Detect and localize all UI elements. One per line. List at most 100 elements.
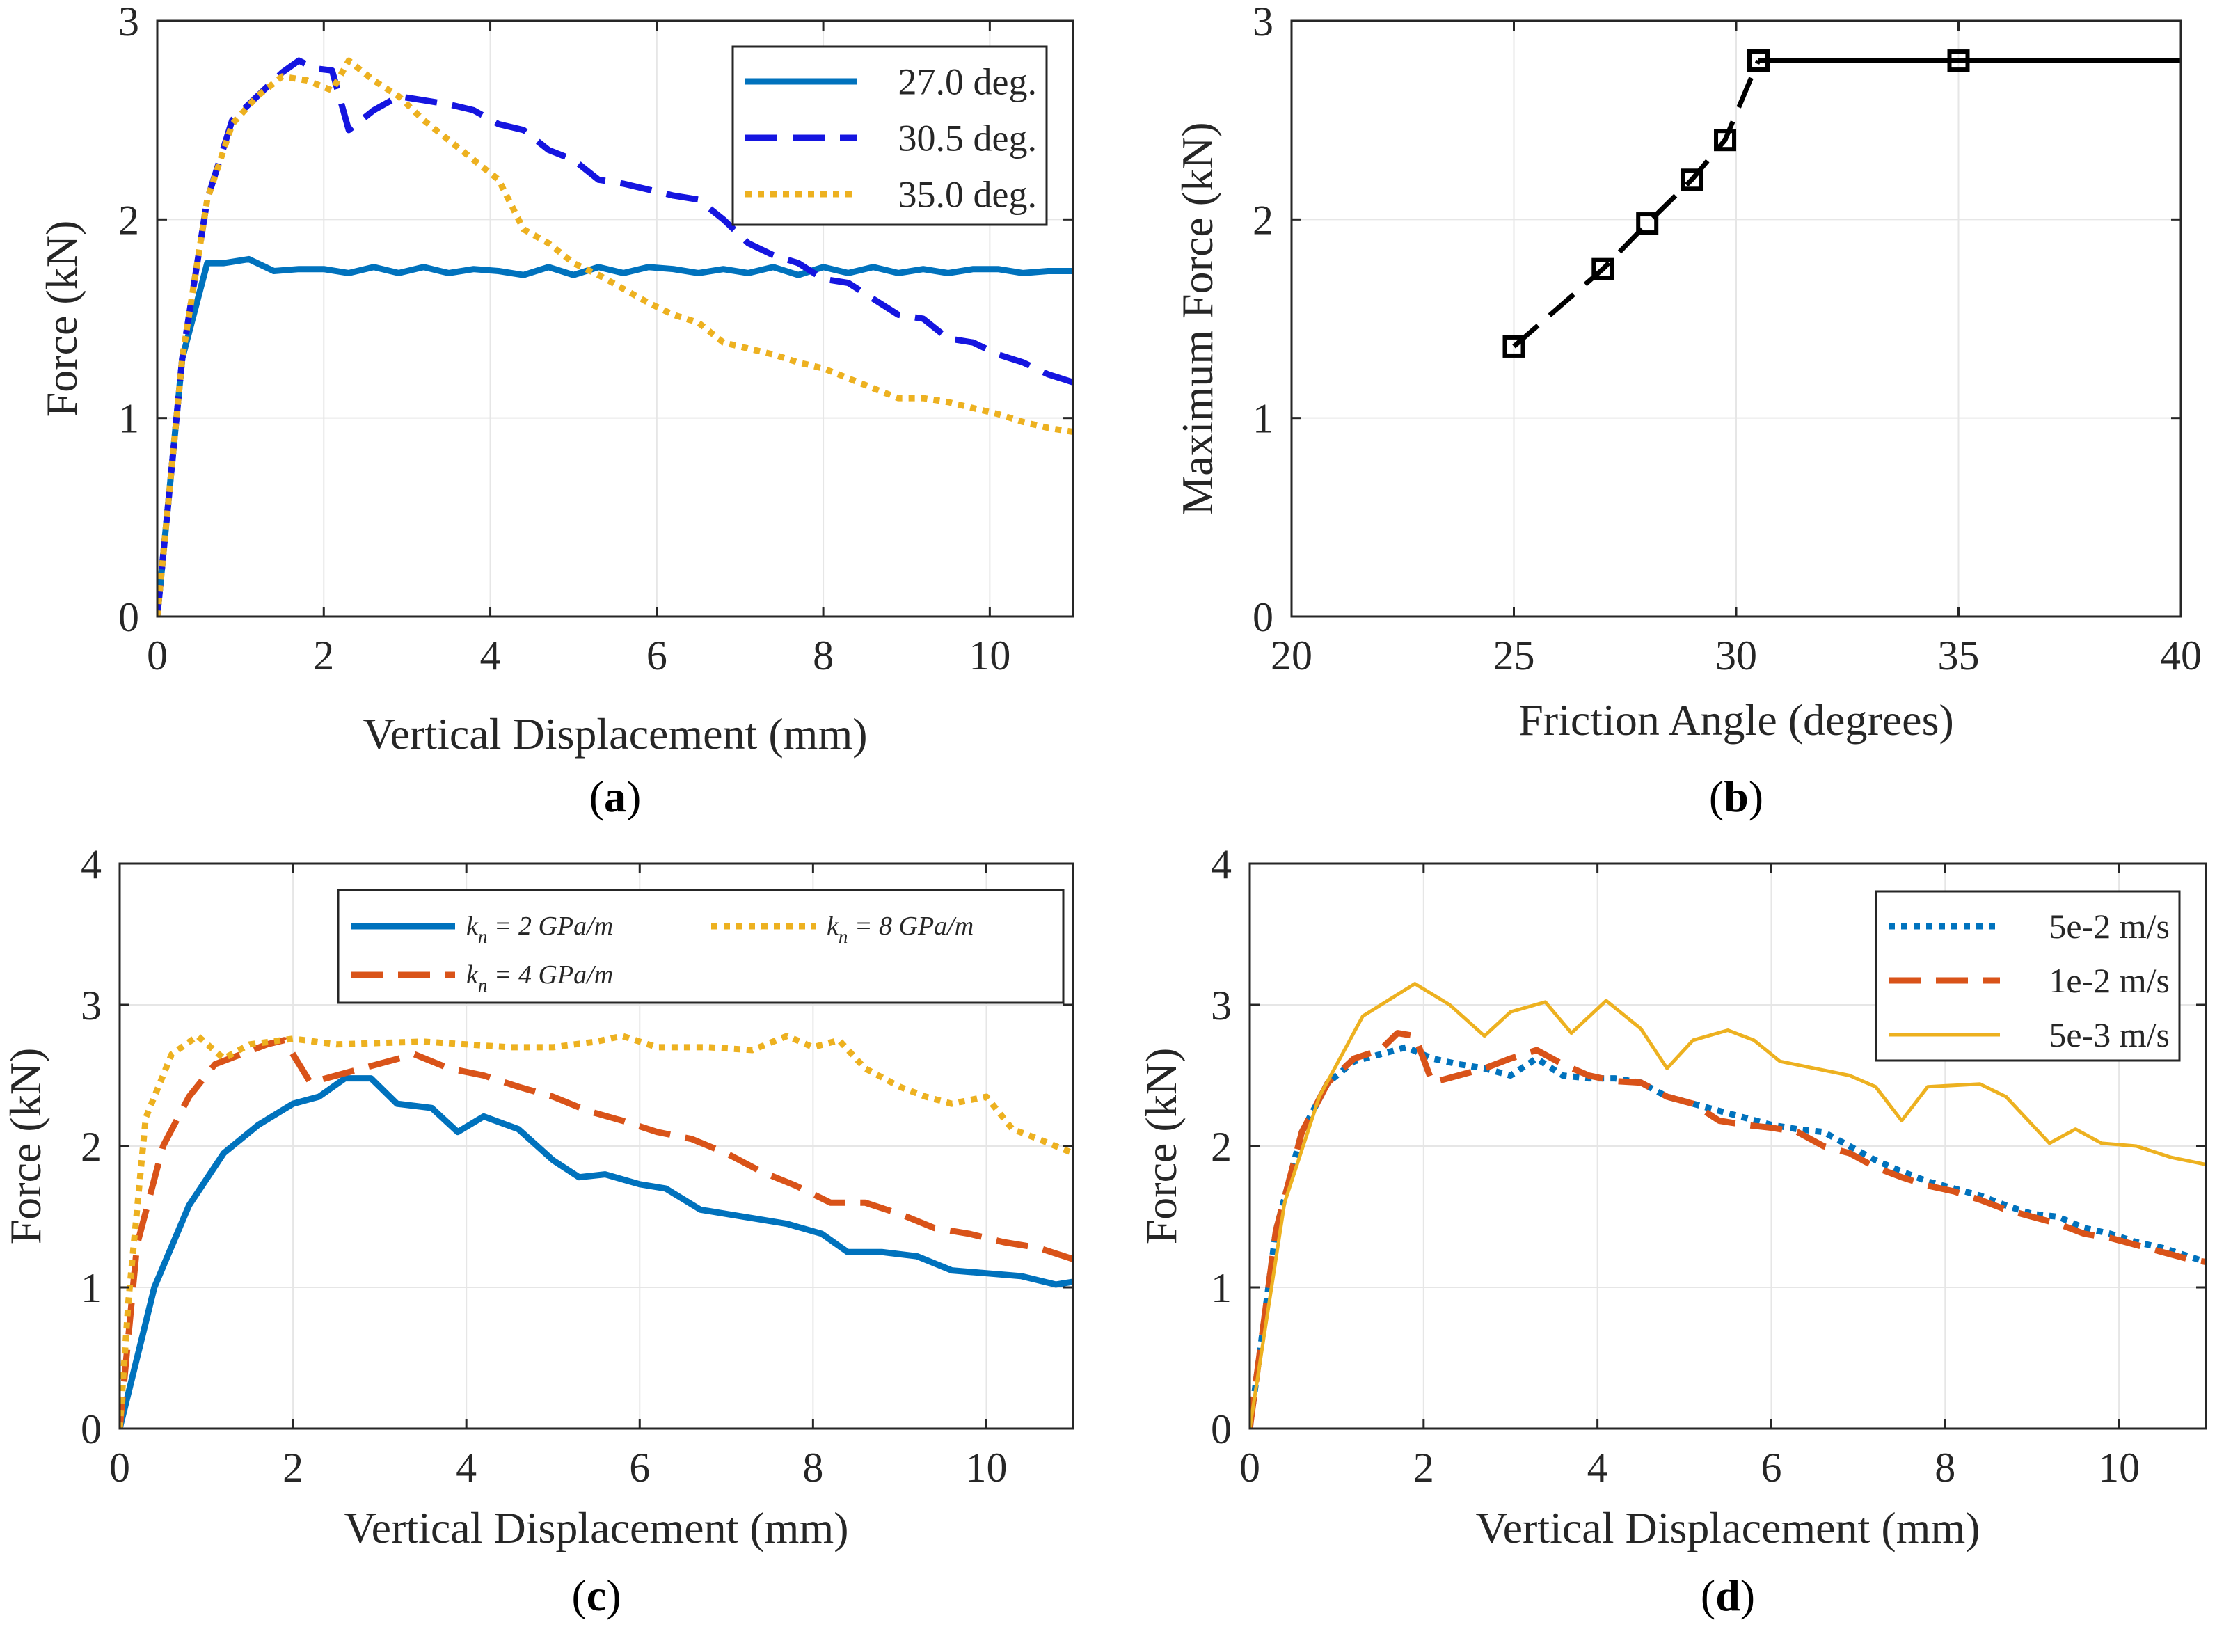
panel-label-close: ) [1749,772,1763,821]
y-tick-label: 3 [1211,983,1232,1028]
x-axis-title: Vertical Displacement (mm) [1475,1503,1980,1552]
x-tick-label: 2 [1413,1445,1434,1491]
series-layer [1512,58,2181,349]
x-tick-label: 6 [1761,1445,1781,1491]
panel-label-letter: a [604,772,626,821]
legend-rest: = 8 GPa/m [848,912,974,941]
series-line-3 [120,1033,1073,1429]
y-tick-label: 1 [1211,1265,1232,1311]
legend-subscript: n [839,926,848,947]
chart-panel-d: 0 2 4 6 8 10 0 1 2 3 4 Vertical Displacement (mm) Fo… [1136,841,2207,1620]
data-point-marker [1947,49,1970,72]
y-tick-label: 1 [118,396,139,442]
series-layer [1250,982,2206,1429]
y-tick-label: 0 [1211,1406,1232,1452]
panel-label-close: ) [606,1571,621,1620]
series-layer [157,57,1073,617]
legend-rest: = 4 GPa/m [487,960,613,990]
panel-label-letter: b [1724,772,1749,821]
series-line-3 [1250,982,2206,1429]
series-line-1 [157,255,1073,617]
x-tick-label: 20 [1271,633,1312,678]
panel-label-close: ) [626,772,641,821]
x-tick-label: 0 [109,1445,130,1491]
panel-label-open: ( [571,1571,586,1620]
legend-k: k [466,960,479,990]
x-axis-title: Vertical Displacement (mm) [363,709,867,759]
y-tick-label: 2 [118,197,139,243]
series-line-1 [1512,59,1761,349]
data-point-marker [1502,335,1525,358]
data-point-marker [1636,212,1659,235]
x-tick-label: 40 [2160,633,2202,678]
legend-entry: 1e-2 m/s [2049,961,2170,1000]
chart-panel-c: 0 2 4 6 8 10 0 1 2 3 4 Vertical Displacement (mm) Fo… [1,841,1074,1620]
series-layer [120,1033,1073,1429]
x-tick-label: 30 [1715,633,1757,678]
chart-panel-a: 0 2 4 6 8 10 0 1 2 3 Vertical Displacement (mm) For… [37,0,1074,821]
y-tick-label: 1 [1253,396,1273,442]
x-tick-label: 2 [313,633,334,678]
y-tick-label: 2 [1211,1124,1232,1170]
y-tick-label: 0 [118,594,139,640]
x-tick-label: 6 [646,633,667,678]
series-line-1 [1250,1044,2206,1429]
data-point-marker [1681,168,1703,191]
legend-entry: 35.0 deg. [898,173,1037,215]
panel-label: (b) [1709,772,1763,821]
legend-box [1875,890,2181,1062]
panel-label-letter: c [587,1571,606,1620]
y-tick-label: 4 [1211,841,1232,887]
x-tick-label: 25 [1493,633,1535,678]
panel-label: (d) [1701,1571,1755,1620]
x-axis-title: Vertical Displacement (mm) [344,1503,848,1552]
y-tick-label: 3 [118,0,139,45]
y-tick-label: 0 [1253,594,1273,640]
data-point-marker [1591,257,1614,280]
y-axis-title: Force (kN) [1136,1048,1186,1245]
legend-k: k [827,912,839,941]
x-tick-label: 0 [147,633,168,678]
panel-label-open: ( [1701,1571,1715,1620]
x-tick-label: 8 [802,1445,823,1491]
legend-subscript: n [478,975,488,996]
x-tick-label: 10 [969,633,1010,678]
x-tick-label: 2 [283,1445,303,1491]
legend-entry: 30.5 deg. [898,117,1037,159]
x-tick-label: 8 [813,633,834,678]
y-tick-label: 2 [1253,197,1273,243]
legend-entry: kn = 4 GPa/m [466,960,613,996]
data-point-marker [1714,129,1737,152]
chart-panel-b: 20 25 30 35 40 0 1 2 3 Friction Angle (degrees) Ma… [1173,0,2202,821]
panel-label-close: ) [1740,1571,1755,1620]
y-axis-title: Force (kN) [1,1048,50,1245]
panel-label: (a) [589,772,642,821]
series-line-2 [1250,1030,2206,1429]
x-tick-label: 6 [629,1445,650,1491]
y-tick-label: 2 [81,1124,102,1170]
x-tick-label: 8 [1935,1445,1955,1491]
legend-entry: kn = 8 GPa/m [827,912,974,947]
legend-k: k [466,912,479,941]
x-tick-label: 4 [480,633,501,678]
x-axis-title: Friction Angle (degrees) [1518,695,1954,745]
legend-subscript: n [478,926,488,947]
y-axis-title: Force (kN) [37,221,86,418]
panel-label-open: ( [589,772,604,821]
legend-entry: 27.0 deg. [898,61,1037,102]
y-tick-label: 1 [81,1265,102,1311]
x-tick-label: 10 [965,1445,1007,1491]
x-tick-label: 4 [1587,1445,1608,1491]
legend-box [337,889,1065,1004]
legend-entry: 5e-3 m/s [2049,1015,2170,1054]
data-point-marker [1747,49,1770,72]
panel-label: (c) [571,1571,621,1620]
legend-entry: kn = 2 GPa/m [466,912,613,947]
x-tick-label: 0 [1239,1445,1260,1491]
y-tick-label: 4 [81,841,102,887]
y-tick-label: 0 [81,1406,102,1452]
series-line-1 [120,1075,1073,1429]
y-tick-label: 3 [1253,0,1273,45]
axes-box [156,19,1074,618]
